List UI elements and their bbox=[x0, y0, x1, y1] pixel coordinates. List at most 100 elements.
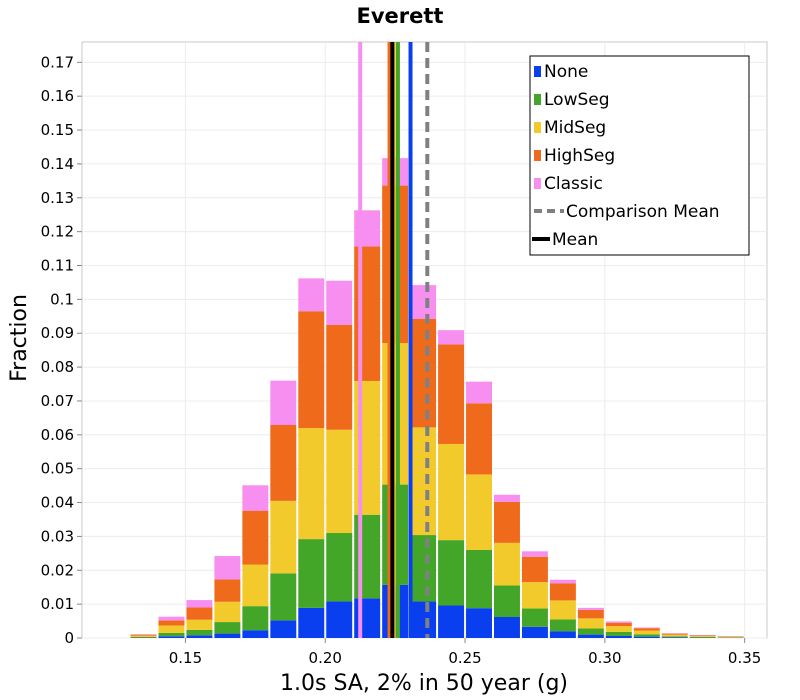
legend-swatch-none bbox=[534, 66, 541, 77]
bar-midseg-21 bbox=[717, 636, 744, 638]
bar-midseg-7 bbox=[326, 429, 353, 534]
bar-none-5 bbox=[270, 620, 297, 638]
bar-highseg-3 bbox=[214, 579, 241, 602]
bar-classic-13 bbox=[494, 494, 520, 502]
y-tick-label-17: 0.17 bbox=[41, 53, 74, 71]
bar-midseg-6 bbox=[298, 428, 325, 540]
bar-none-15 bbox=[549, 631, 576, 638]
bar-lowseg-13 bbox=[494, 585, 520, 618]
y-tick-label-9: 0.09 bbox=[41, 324, 74, 342]
bar-lowseg-11 bbox=[438, 540, 465, 606]
y-tick-label-16: 0.16 bbox=[41, 87, 74, 105]
bar-none-4 bbox=[242, 630, 269, 638]
bar-lowseg-5 bbox=[270, 573, 297, 621]
y-tick-label-15: 0.15 bbox=[41, 121, 74, 139]
legend-label-comparison-mean: Comparison Mean bbox=[566, 202, 720, 222]
bar-lowseg-18 bbox=[633, 634, 660, 637]
bar-none-19 bbox=[661, 637, 688, 638]
bar-highseg-13 bbox=[494, 501, 520, 543]
bar-classic-6 bbox=[298, 278, 325, 312]
bar-lowseg-2 bbox=[186, 629, 213, 636]
legend: None LowSeg MidSeg HighSeg Classic Comparison… bbox=[529, 55, 750, 256]
bar-none-7 bbox=[326, 601, 353, 638]
bar-highseg-12 bbox=[466, 403, 492, 475]
legend-label-mean: Mean bbox=[552, 230, 598, 250]
bar-lowseg-3 bbox=[214, 622, 241, 634]
bar-none-14 bbox=[521, 626, 548, 638]
x-tick-label-0: 0.15 bbox=[169, 649, 202, 667]
legend-swatch-classic bbox=[534, 178, 541, 189]
bar-none-3 bbox=[214, 633, 241, 638]
bar-lowseg-6 bbox=[298, 539, 325, 608]
mean-lines bbox=[358, 42, 430, 638]
bar-lowseg-4 bbox=[242, 606, 269, 631]
x-axis-title: 1.0s SA, 2% in 50 year (g) bbox=[280, 671, 568, 696]
x-tick-label-2: 0.25 bbox=[448, 649, 481, 667]
bar-lowseg-12 bbox=[466, 549, 492, 609]
legend-label-none: None bbox=[544, 62, 588, 82]
bar-lowseg-16 bbox=[577, 628, 604, 635]
y-axis-title: Fraction bbox=[7, 294, 32, 382]
bar-midseg-14 bbox=[521, 582, 548, 609]
bar-midseg-17 bbox=[605, 626, 632, 632]
bar-lowseg-10 bbox=[410, 535, 437, 602]
bar-highseg-6 bbox=[298, 311, 325, 429]
y-tick-label-7: 0.07 bbox=[41, 392, 74, 410]
bar-none-8 bbox=[354, 598, 381, 638]
y-tick-label-1: 0.01 bbox=[41, 595, 74, 613]
y-tick-label-3: 0.03 bbox=[41, 527, 74, 545]
bar-highseg-14 bbox=[521, 556, 548, 583]
bar-midseg-19 bbox=[661, 634, 688, 637]
bar-midseg-0 bbox=[130, 635, 157, 637]
legend-label-classic: Classic bbox=[544, 174, 603, 194]
bar-classic-3 bbox=[214, 556, 241, 580]
bar-none-10 bbox=[410, 601, 437, 638]
bar-lowseg-1 bbox=[158, 632, 185, 637]
bar-lowseg-8 bbox=[354, 514, 381, 599]
bar-midseg-11 bbox=[438, 443, 465, 541]
bar-classic-2 bbox=[186, 600, 213, 608]
bar-none-6 bbox=[298, 607, 325, 638]
bar-midseg-20 bbox=[689, 635, 716, 637]
bar-classic-14 bbox=[521, 551, 548, 557]
bar-highseg-15 bbox=[549, 583, 576, 601]
y-tick-label-12: 0.12 bbox=[41, 223, 74, 241]
bar-midseg-5 bbox=[270, 500, 297, 574]
legend-label-highseg: HighSeg bbox=[544, 146, 615, 166]
bar-classic-8 bbox=[354, 210, 381, 247]
bar-classic-16 bbox=[577, 607, 604, 610]
y-axis-ticks: 0 0.01 0.02 0.03 0.04 0.05 0.06 0.07 0.08 0.09 0.1… bbox=[41, 53, 82, 647]
bar-classic-5 bbox=[270, 380, 297, 425]
bar-highseg-18 bbox=[633, 628, 660, 631]
bar-classic-12 bbox=[466, 381, 492, 404]
y-tick-label-13: 0.13 bbox=[41, 189, 74, 207]
bar-highseg-20 bbox=[689, 635, 716, 636]
y-tick-label-4: 0.04 bbox=[41, 494, 74, 512]
bar-midseg-18 bbox=[633, 630, 660, 635]
legend-box bbox=[529, 55, 750, 256]
bar-classic-17 bbox=[605, 621, 632, 623]
bar-none-12 bbox=[466, 608, 492, 638]
y-tick-label-2: 0.02 bbox=[41, 561, 74, 579]
bar-lowseg-0 bbox=[130, 636, 157, 638]
bar-midseg-2 bbox=[186, 619, 213, 630]
bar-highseg-11 bbox=[438, 344, 465, 444]
bar-lowseg-7 bbox=[326, 533, 353, 602]
bar-midseg-16 bbox=[577, 618, 604, 629]
legend-swatch-midseg bbox=[534, 122, 541, 133]
x-tick-label-3: 0.30 bbox=[588, 649, 621, 667]
y-tick-label-8: 0.08 bbox=[41, 358, 74, 376]
bar-classic-18 bbox=[633, 627, 660, 629]
bar-highseg-7 bbox=[326, 324, 353, 430]
bar-lowseg-14 bbox=[521, 608, 548, 627]
bar-none-11 bbox=[438, 605, 465, 638]
bar-classic-11 bbox=[438, 330, 465, 345]
bar-midseg-13 bbox=[494, 542, 520, 586]
bar-none-13 bbox=[494, 617, 520, 638]
bar-highseg-1 bbox=[158, 620, 185, 626]
bar-none-2 bbox=[186, 635, 213, 638]
bar-highseg-19 bbox=[661, 633, 688, 635]
stacked-bars bbox=[130, 158, 744, 638]
x-tick-label-4: 0.35 bbox=[728, 649, 761, 667]
